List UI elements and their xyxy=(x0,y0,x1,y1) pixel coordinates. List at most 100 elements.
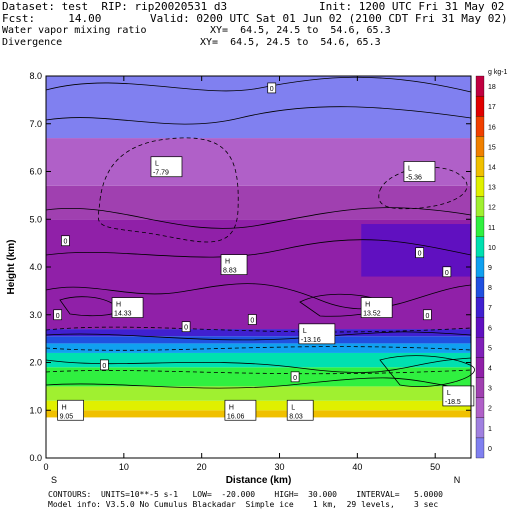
extremum-value: -13.16 xyxy=(301,337,321,344)
colorbar-label-0: 0 xyxy=(488,446,492,453)
colorbar-swatch-17 xyxy=(475,95,485,117)
x-end-label-north: N xyxy=(454,475,461,485)
band-7 xyxy=(46,329,471,337)
zero-contour-label-3: 0 xyxy=(442,266,452,278)
zero-label-text: 0 xyxy=(425,313,429,320)
extremum-box xyxy=(403,161,436,182)
extremum-value: -7.79 xyxy=(153,170,169,177)
dashed-contour-4 xyxy=(45,369,472,375)
extremum-high-4: H 13.52 xyxy=(360,297,393,318)
x-tick-label: 30 xyxy=(275,462,285,472)
extremum-kind: H xyxy=(116,302,121,309)
colorbar-label-2: 2 xyxy=(488,406,492,413)
colorbar-swatch-18 xyxy=(475,75,485,97)
band-9 xyxy=(46,185,471,220)
zero-contour-label-0: 0 xyxy=(267,82,277,94)
colorbar-label-9: 9 xyxy=(488,265,492,272)
header-fcst: Fcst: 14.00 xyxy=(2,12,102,25)
zero-contour-label-8: 0 xyxy=(290,371,300,383)
zero-label-text: 0 xyxy=(64,239,68,246)
header-init: Init: 1200 UTC Fri 31 May 02 xyxy=(319,0,505,13)
colorbar-label-11: 11 xyxy=(488,225,495,232)
contour-1 xyxy=(45,106,472,125)
extremum-high-3: H 14.33 xyxy=(111,297,144,318)
extremum-kind: L xyxy=(408,166,412,173)
colorbar-label-13: 13 xyxy=(488,185,496,192)
zero-label-text: 0 xyxy=(250,318,254,325)
colorbar-swatch-2 xyxy=(475,397,485,418)
extremum-high-8: H 16.06 xyxy=(224,399,257,421)
y-tick-label: 6.0 xyxy=(29,167,42,177)
zero-label-box xyxy=(100,359,109,371)
extremum-value: -18.5 xyxy=(445,399,461,406)
colorbar-label-12: 12 xyxy=(488,205,496,212)
y-tick-label: 8.0 xyxy=(29,71,42,81)
zero-contour-label-4: 0 xyxy=(53,309,63,321)
colorbar-label-5: 5 xyxy=(488,345,492,352)
extremum-value: 13.52 xyxy=(363,311,381,318)
colorbar-swatch-11 xyxy=(475,216,485,237)
extremum-box xyxy=(442,385,475,407)
footer-contours: CONTOURS: UNITS=10**-5 s-1 LOW= -20.000 … xyxy=(48,490,443,499)
colorbar-swatch-15 xyxy=(475,136,485,157)
header-field2: Divergence xyxy=(2,37,63,48)
zero-label-text: 0 xyxy=(56,313,60,320)
below-surface xyxy=(46,417,471,458)
x-tick-label: 20 xyxy=(197,462,207,472)
extremum-box xyxy=(224,399,257,421)
extremum-value: 14.33 xyxy=(114,311,132,318)
extremum-low-9: L 8.03 xyxy=(286,399,314,421)
contour-layer xyxy=(45,76,475,391)
zero-label-box xyxy=(267,82,277,94)
extremum-high-2: H 8.83 xyxy=(220,254,248,275)
extremum-box xyxy=(286,399,314,421)
y-tick-label: 3.0 xyxy=(29,310,42,320)
label-layer: 0 0 0 0 0 0 0 0 0 0 L -7.79 L -5.36 H 8.83 H 14.33 H 13.52 L… xyxy=(53,82,475,421)
dashed-contour-0 xyxy=(97,137,239,243)
extremum-kind: H xyxy=(62,404,67,411)
zero-label-box xyxy=(247,314,257,325)
zero-contour-label-1: 0 xyxy=(61,235,70,247)
zero-label-box xyxy=(61,235,70,247)
zero-label-text: 0 xyxy=(418,251,422,258)
colorbar-label-6: 6 xyxy=(488,325,492,332)
zero-contour-label-6: 0 xyxy=(181,321,191,333)
dashed-contour-2 xyxy=(45,326,472,333)
contour-7 xyxy=(45,377,472,391)
extremum-value: 9.05 xyxy=(60,413,74,420)
header-dataset: Dataset: test RIP: rip20020531 d3 xyxy=(2,0,228,13)
y-tick-label: 7.0 xyxy=(29,119,42,129)
extremum-box xyxy=(57,399,84,421)
colorbar-swatch-6 xyxy=(475,317,485,338)
extremum-kind: H xyxy=(225,259,230,266)
zero-label-box xyxy=(415,247,424,259)
colorbar-unit: g kg-1 xyxy=(488,69,508,76)
contour-3 xyxy=(45,239,472,258)
header-xy2: XY= 64.5, 24.5 to 54.6, 65.3 xyxy=(200,37,381,48)
contour-2 xyxy=(45,207,472,229)
x-tick-label: 10 xyxy=(119,462,129,472)
y-tick-label: 4.0 xyxy=(29,262,42,272)
x-axis-label: Distance (km) xyxy=(226,475,292,486)
zero-label-box xyxy=(53,309,63,321)
colorbar-swatch-14 xyxy=(475,156,485,177)
colorbar-swatch-9 xyxy=(475,256,485,278)
colorbar-label-18: 18 xyxy=(488,84,496,91)
zero-label-box xyxy=(181,321,191,333)
colorbar-label-10: 10 xyxy=(488,245,496,252)
dashed-contour-3 xyxy=(45,346,472,351)
contour-0 xyxy=(45,76,472,93)
zero-contour-label-5: 0 xyxy=(247,314,257,325)
colorbar-swatch-1 xyxy=(475,417,485,439)
extremum-value: 8.83 xyxy=(223,268,237,275)
x-tick-label: 50 xyxy=(430,462,440,472)
extremum-high-7: H 9.05 xyxy=(57,399,84,421)
band-2 xyxy=(46,386,471,401)
footer-model-info: Model info: V3.5.0 No Cumulus Blackadar … xyxy=(48,500,439,509)
colorbar-swatch-10 xyxy=(475,236,485,258)
zero-contour-label-2: 0 xyxy=(415,247,424,259)
extremum-box xyxy=(298,323,336,345)
band-11 xyxy=(46,76,471,139)
zero-contour-label-9: 0 xyxy=(423,309,432,321)
